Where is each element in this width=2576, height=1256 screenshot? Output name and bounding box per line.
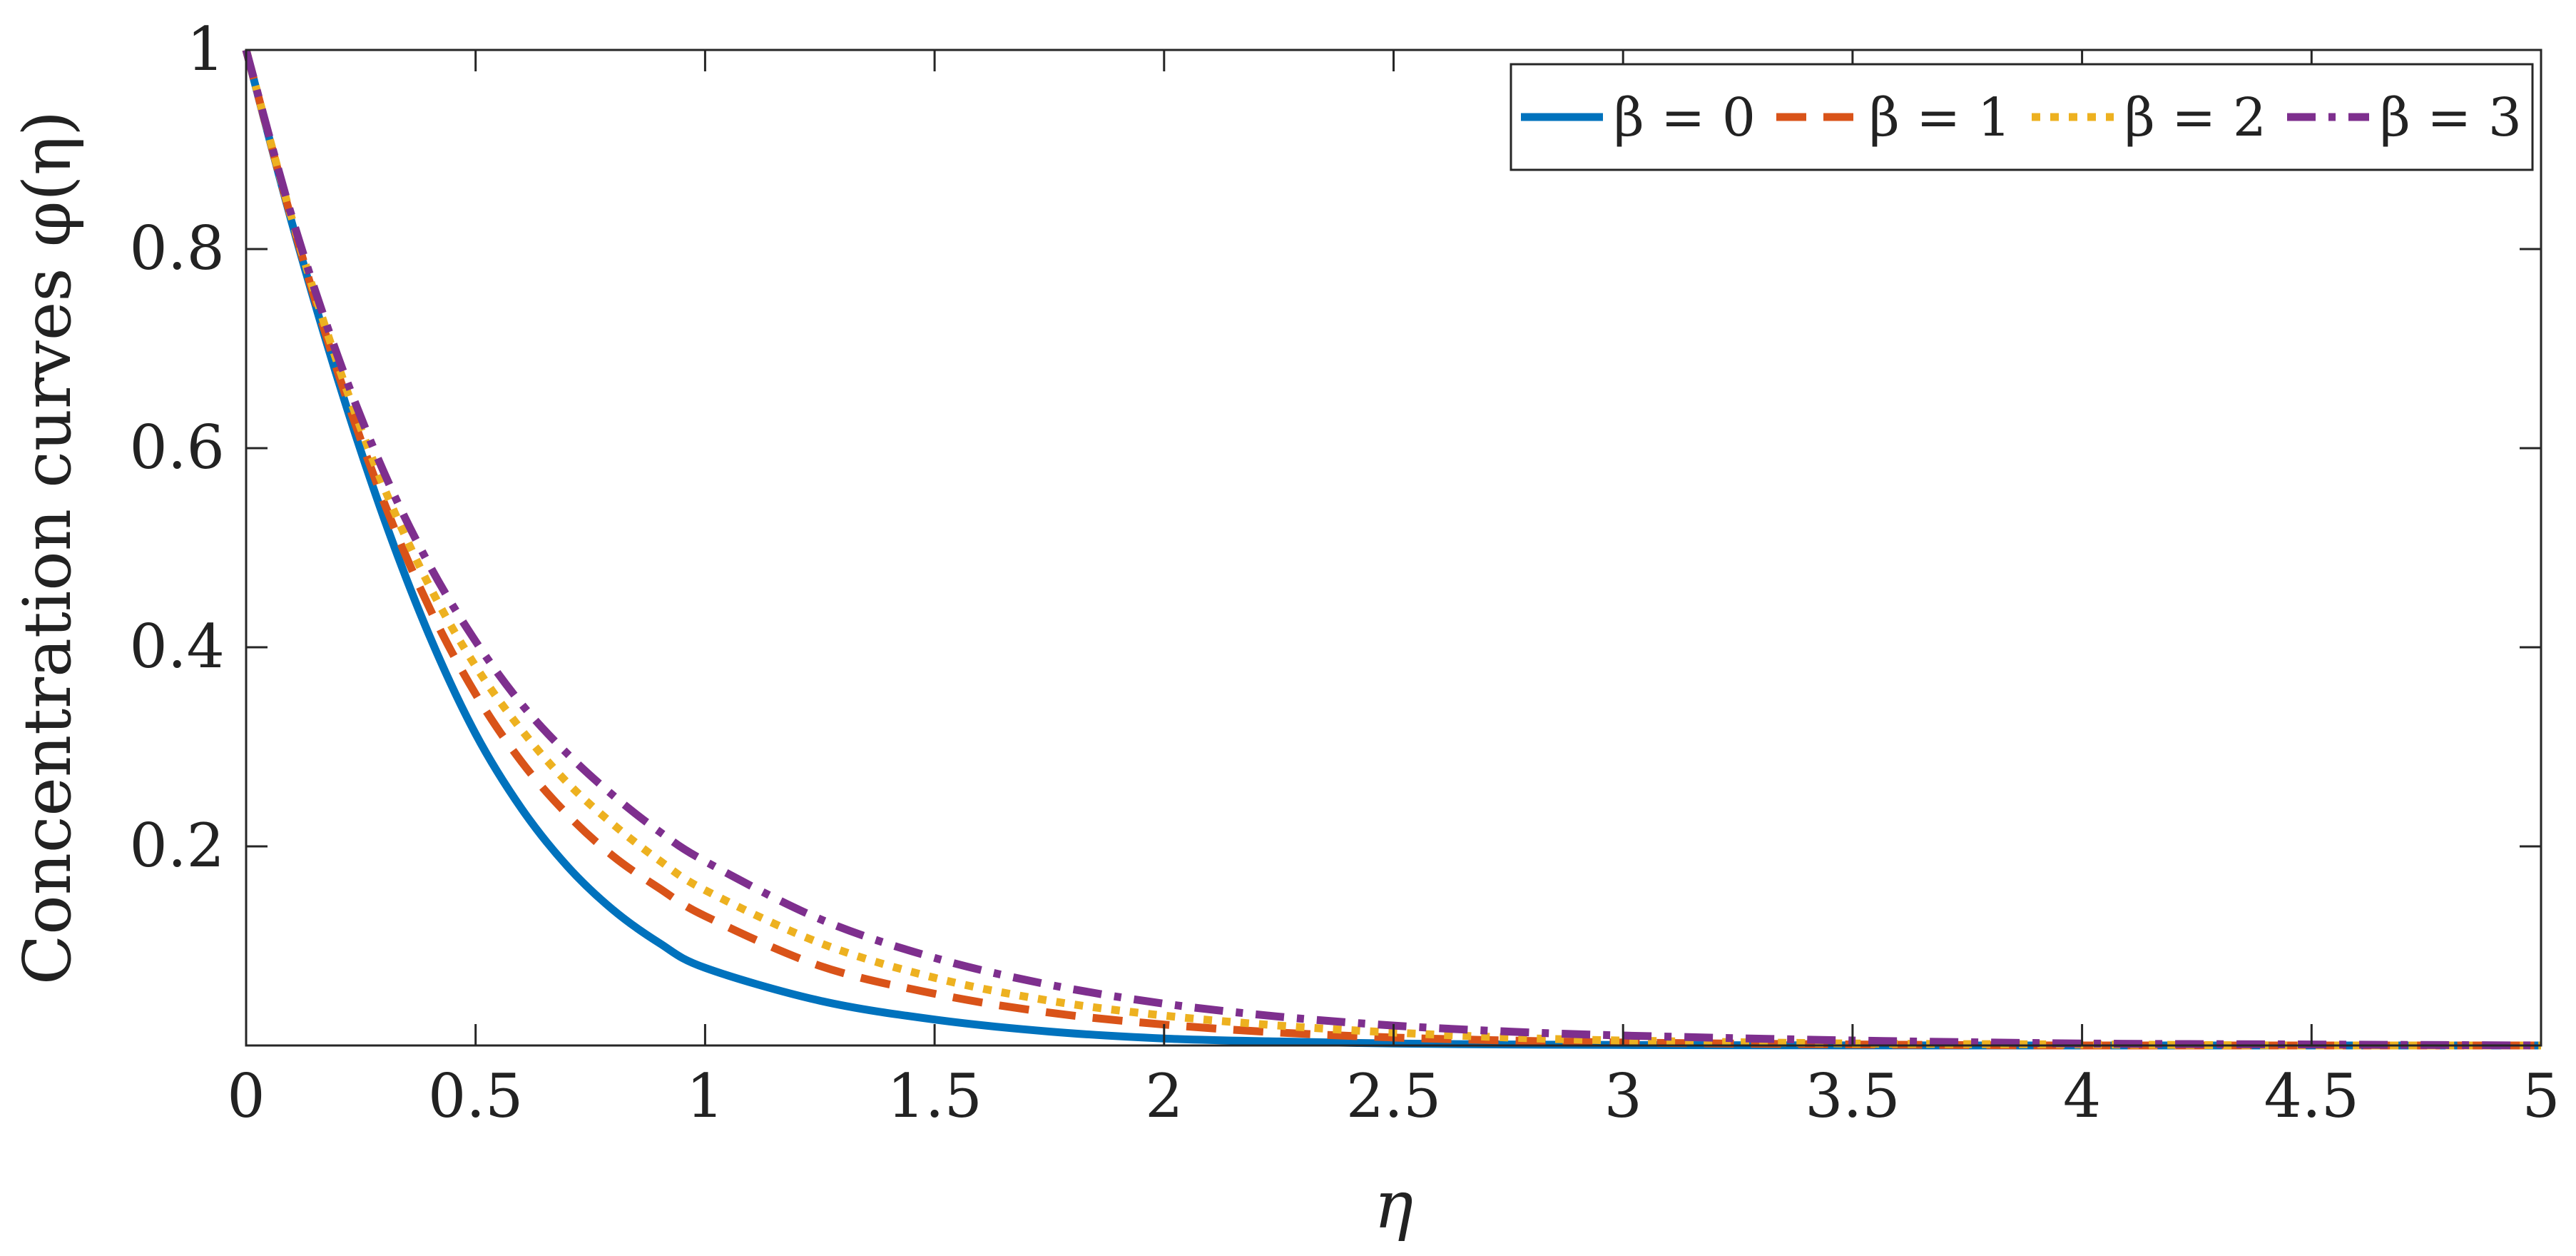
y-tick-label: 1	[187, 14, 225, 84]
ticks-layer: 0 0.5 1 1.5 2 2.5 3 3.5 4 4.5 5 0.2 0.4 0.6 0.8 1	[129, 14, 2560, 1131]
y-tick-label: 0.2	[129, 811, 225, 881]
x-tick-label: 0.5	[428, 1061, 524, 1131]
x-tick-label: 5	[2522, 1061, 2560, 1131]
y-tick-label: 0.6	[129, 412, 225, 482]
x-tick-label: 2.5	[1346, 1061, 1442, 1131]
y-tick-label: 0.4	[129, 612, 225, 682]
legend-label-3: β = 3	[2380, 87, 2522, 148]
x-tick-label: 3.5	[1805, 1061, 1900, 1131]
x-tick-label: 1	[686, 1061, 724, 1131]
x-tick-label: 0	[227, 1061, 265, 1131]
legend: β = 0 β = 1 β = 2 β = 3	[1510, 63, 2534, 171]
legend-label-1: β = 1	[1869, 87, 2011, 148]
x-tick-label: 1.5	[887, 1061, 982, 1131]
y-axis-title: Concentration curves φ(η)	[9, 111, 86, 985]
x-axis-title: η	[1374, 1167, 1413, 1243]
series-line-beta-3	[242, 49, 2542, 1050]
series-line-beta-2	[242, 49, 2541, 1050]
x-tick-label: 2	[1145, 1061, 1183, 1131]
x-tick-label: 4.5	[2264, 1061, 2360, 1131]
x-tick-label: 4	[2063, 1061, 2101, 1131]
series-line-beta-1	[242, 49, 2541, 1050]
legend-label-2: β = 2	[2124, 87, 2266, 148]
y-tick-label: 0.8	[129, 213, 225, 283]
x-tick-label: 3	[1604, 1061, 1641, 1131]
legend-label-0: β = 0	[1614, 87, 1756, 148]
plot-area	[246, 50, 2541, 1045]
plot-area-background	[246, 50, 2541, 1045]
